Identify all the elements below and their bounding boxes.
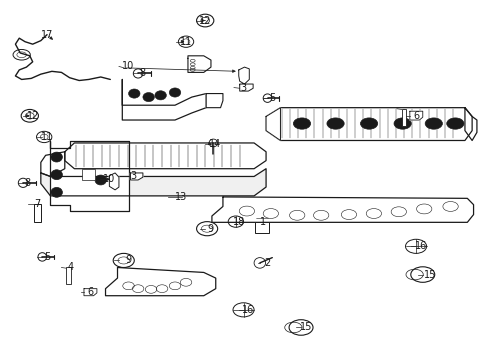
Ellipse shape [51,170,62,180]
Ellipse shape [446,118,463,129]
Text: 6: 6 [87,287,93,297]
Polygon shape [409,111,422,120]
Text: 9: 9 [125,256,131,265]
Polygon shape [211,197,472,222]
Bar [66,267,71,284]
Text: 8: 8 [140,68,146,78]
Bar [401,109,406,126]
Text: 9: 9 [206,224,213,234]
Text: 10: 10 [103,174,115,184]
Polygon shape [239,84,253,91]
Polygon shape [206,94,223,108]
Text: 2: 2 [264,258,270,268]
Polygon shape [41,169,265,196]
Text: 11: 11 [180,37,192,47]
Ellipse shape [424,118,442,129]
Polygon shape [41,152,64,176]
Text: 5: 5 [44,252,50,262]
Text: 7: 7 [34,199,41,209]
Text: 4: 4 [68,262,74,273]
Ellipse shape [393,118,410,129]
Text: 1: 1 [259,217,265,227]
Text: 16: 16 [242,305,254,315]
Polygon shape [105,267,215,296]
Polygon shape [50,141,129,211]
Bar [34,204,41,222]
Text: 8: 8 [25,178,31,188]
Text: 15: 15 [424,270,436,280]
Text: 16: 16 [414,241,426,251]
Ellipse shape [95,175,106,185]
Ellipse shape [169,88,181,97]
Polygon shape [238,67,249,84]
Polygon shape [122,80,206,120]
Ellipse shape [128,89,140,98]
Text: 3: 3 [130,171,136,181]
Polygon shape [130,173,142,180]
Text: 10: 10 [122,62,134,71]
Polygon shape [109,173,119,190]
Ellipse shape [293,118,310,129]
Polygon shape [187,56,210,72]
Text: 13: 13 [175,192,187,202]
Ellipse shape [155,91,166,100]
Ellipse shape [326,118,344,129]
Text: 14: 14 [208,139,221,149]
Text: 11: 11 [41,132,53,142]
Ellipse shape [142,93,154,102]
Bar [255,222,269,233]
Text: 18: 18 [232,217,244,227]
Polygon shape [84,289,97,296]
Ellipse shape [360,118,377,129]
Polygon shape [64,143,265,169]
Text: 5: 5 [268,93,275,103]
Text: 17: 17 [41,30,53,40]
Polygon shape [464,108,476,140]
Text: 12: 12 [26,111,39,121]
Text: 15: 15 [299,323,311,333]
Bar [81,170,95,180]
Ellipse shape [51,188,62,197]
Text: 12: 12 [199,15,211,26]
Polygon shape [265,108,280,140]
Polygon shape [265,108,471,140]
Ellipse shape [51,152,62,162]
Text: 3: 3 [240,82,246,93]
Text: 6: 6 [412,111,418,121]
